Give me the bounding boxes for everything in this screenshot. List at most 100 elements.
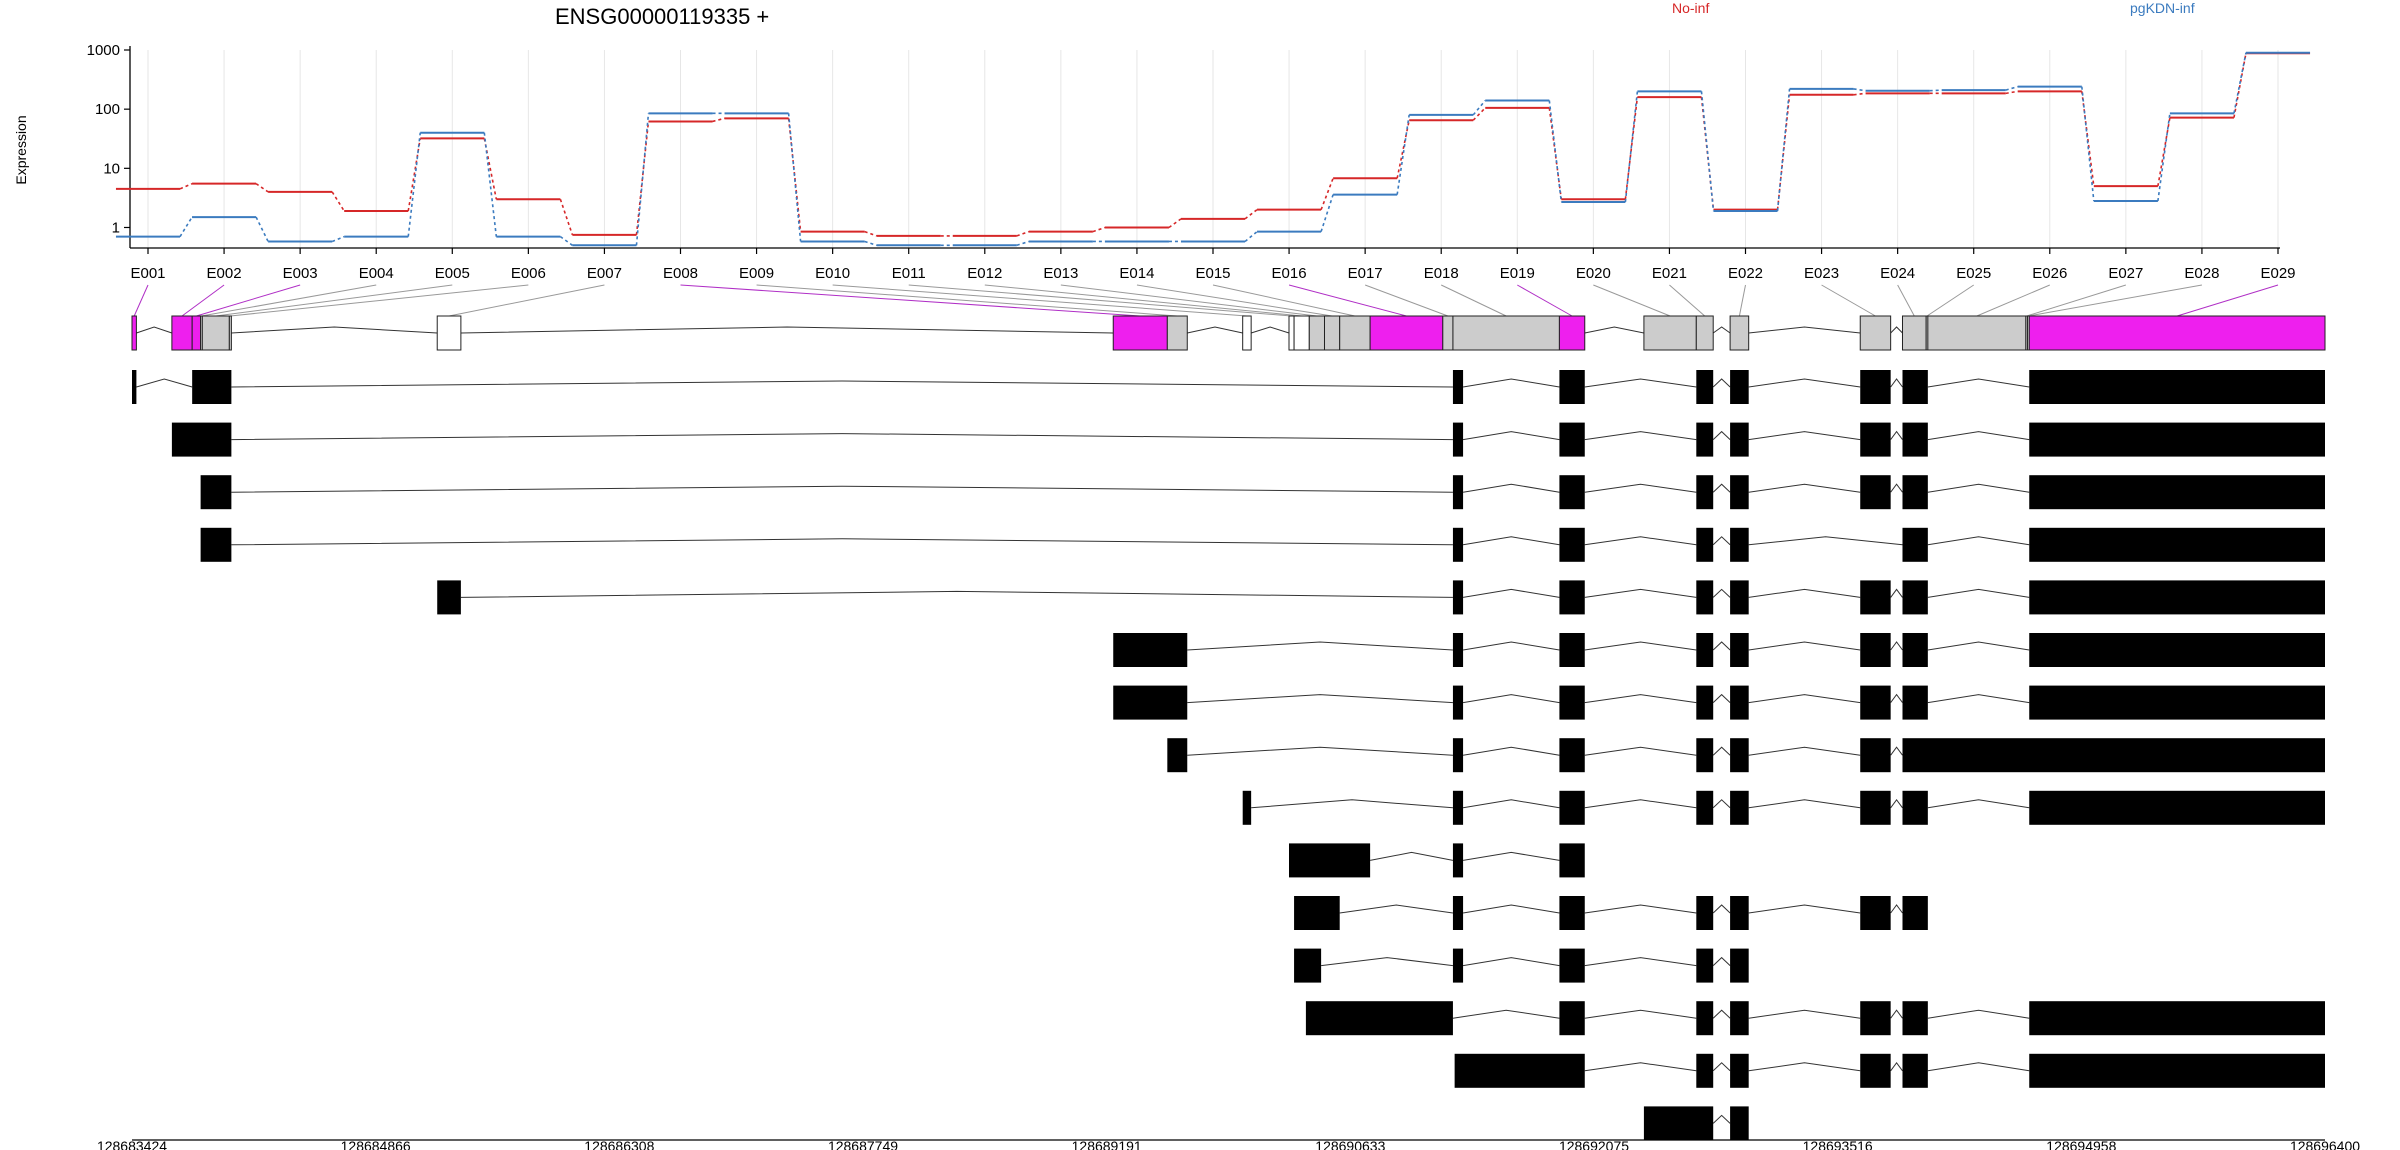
legend-pgkdn-inf: pgKDN-inf [2130, 0, 2195, 16]
exon-segment [1339, 315, 1371, 351]
y-tick-label: 1 [112, 219, 120, 236]
genomic-tick-label: 128683424 [97, 1138, 167, 1150]
transcript-intron [1339, 904, 1454, 914]
transcript-exon [1696, 896, 1714, 930]
gene-intron [1250, 326, 1290, 334]
x-tick-label: E015 [1195, 265, 1230, 282]
transcript-exon [437, 580, 461, 615]
transcript-exon [1452, 475, 1464, 510]
expression-connector [1244, 231, 1258, 243]
transcript [132, 370, 2325, 404]
transcript-exon [1860, 1001, 1891, 1036]
transcript-intron [1321, 957, 1453, 967]
expression-connector [635, 121, 650, 235]
transcript-exon [1860, 1053, 1891, 1088]
genomic-tick-label: 128684866 [341, 1138, 411, 1150]
gene-intron [1584, 326, 1645, 334]
exon-segment [1442, 315, 1454, 351]
transcript-exon [1643, 1106, 1714, 1141]
x-tick-label: E019 [1500, 265, 1535, 282]
gene-intron [1712, 326, 1731, 334]
transcript-intron [1584, 799, 1697, 809]
exon-connector [1060, 284, 1317, 317]
transcript-exon [1730, 685, 1749, 720]
x-tick-label: E018 [1424, 265, 1459, 282]
transcript-exon [1730, 790, 1749, 825]
transcript-exon [1559, 475, 1585, 510]
transcript-intron [1370, 851, 1454, 861]
transcript [1113, 633, 2325, 667]
transcript-exon [1902, 685, 1928, 720]
x-tick-label: E013 [1043, 265, 1078, 282]
transcript-intron [1584, 378, 1697, 388]
transcript-intron [1927, 378, 2030, 388]
transcript-intron [1462, 431, 1560, 441]
transcript-exon [1730, 633, 1749, 667]
exon-segment [228, 315, 232, 351]
transcript-intron [231, 485, 1453, 493]
exon-connector [680, 284, 1141, 317]
transcript [200, 527, 2325, 562]
transcript-exon [1696, 1053, 1714, 1088]
transcript-exon [171, 422, 232, 457]
chart-title: ENSG00000119335 + [555, 4, 769, 29]
transcript-intron [1584, 957, 1697, 967]
transcript-intron [1748, 536, 1903, 546]
transcript-intron [1748, 1062, 1861, 1072]
transcript-exon [1559, 948, 1585, 983]
transcript-exon [1902, 475, 1928, 510]
transcript-intron [1890, 641, 1903, 651]
gene-intron [460, 326, 1114, 334]
transcript-exon [1902, 422, 1928, 457]
transcript-intron [1462, 694, 1560, 704]
transcript-exon [1559, 370, 1585, 404]
transcript-exon [1559, 633, 1585, 667]
x-tick-label: E006 [511, 265, 546, 282]
expression-connector [407, 132, 422, 237]
transcript-intron [1462, 588, 1560, 598]
transcript-exon [1454, 1053, 1585, 1088]
transcript-intron [1927, 536, 2030, 546]
exon-connector [908, 284, 1292, 317]
exon-connector [215, 284, 453, 317]
expression-connector [1853, 88, 1866, 92]
transcript-exon [2029, 633, 2325, 667]
exon-segment [2028, 315, 2326, 351]
transcript-intron [1927, 1009, 2030, 1019]
transcript-intron [1187, 694, 1453, 704]
genomic-tick-label: 128694958 [2046, 1138, 2116, 1150]
x-tick-label: E022 [1728, 265, 1763, 282]
x-tick-label: E016 [1272, 265, 1307, 282]
legend-no-inf: No-inf [1672, 0, 1709, 16]
transcript-exon [1113, 685, 1188, 720]
expression-connector [1776, 88, 1791, 212]
exon-segment [1112, 315, 1168, 351]
transcript-intron [136, 378, 193, 388]
transcript-exon [1902, 633, 1928, 667]
transcript-exon [2029, 685, 2325, 720]
exon-connector [1364, 284, 1449, 317]
transcript [1305, 1001, 2325, 1036]
transcript-exon [1289, 843, 1371, 878]
transcript-intron [1927, 641, 2030, 651]
transcript-intron [1748, 378, 1861, 388]
transcript-exon [1452, 843, 1464, 878]
exon-segment [1288, 315, 1295, 351]
x-tick-label: E027 [2108, 265, 2143, 282]
x-tick-label: E012 [967, 265, 1002, 282]
y-axis-label: Expression [13, 115, 29, 184]
transcript-exon [2029, 1001, 2325, 1036]
expression-connector [1320, 194, 1334, 232]
transcript-intron [1712, 536, 1731, 546]
transcript-intron [1927, 694, 2030, 704]
transcript-exon [132, 370, 137, 404]
transcript-exon [1902, 738, 2325, 773]
transcript-exon [1696, 527, 1714, 562]
transcript-exon [2029, 422, 2325, 457]
exon-segment [1308, 315, 1325, 351]
x-tick-label: E029 [2260, 265, 2295, 282]
transcript [1289, 843, 1585, 878]
transcript-intron [1462, 904, 1560, 914]
transcript-intron [1712, 799, 1731, 809]
expression-connector [864, 240, 877, 247]
